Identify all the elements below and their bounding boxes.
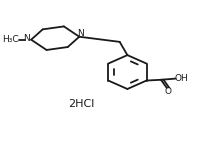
Text: OH: OH (175, 74, 189, 83)
Text: O: O (164, 87, 171, 96)
Text: H₃C: H₃C (2, 35, 19, 44)
Text: 2HCl: 2HCl (68, 99, 94, 110)
Text: N: N (77, 29, 84, 38)
Text: N: N (24, 34, 30, 43)
